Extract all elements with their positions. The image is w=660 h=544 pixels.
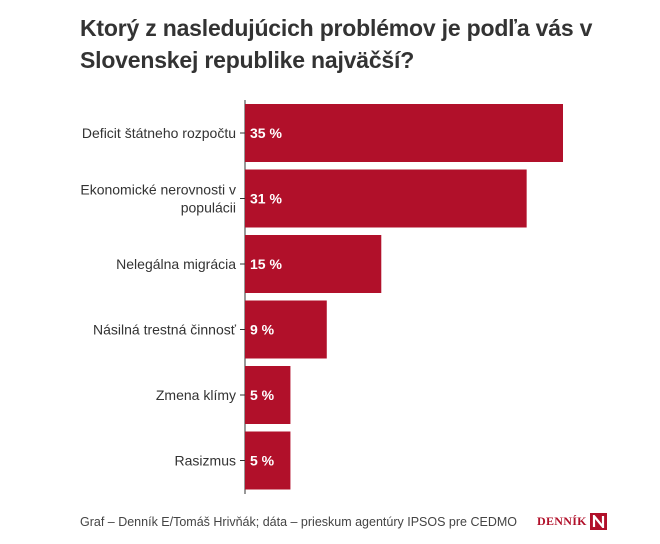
source-note: Graf – Denník E/Tomáš Hrivňák; dáta – pr… bbox=[80, 515, 517, 529]
category-label: Rasizmus bbox=[175, 453, 236, 469]
bar bbox=[245, 300, 327, 359]
category-label-line: Ekonomické nerovnosti v bbox=[80, 182, 236, 198]
category-label-line: Zmena klímy bbox=[156, 387, 236, 403]
data-label: 5 % bbox=[250, 453, 275, 469]
bar bbox=[245, 104, 563, 162]
bar-group: 35 % Deficit štátneho rozpočtu bbox=[82, 104, 563, 162]
category-label: Ekonomické nerovnosti v populácii bbox=[80, 182, 236, 216]
category-label: Deficit štátneho rozpočtu bbox=[82, 125, 236, 141]
n-logo-icon bbox=[589, 513, 607, 530]
category-label-line: populácii bbox=[181, 200, 236, 216]
bar bbox=[245, 235, 382, 293]
bar bbox=[245, 366, 291, 424]
bar-group: 5 % Zmena klímy bbox=[156, 366, 291, 424]
category-label-line: Nelegálna migrácia bbox=[116, 256, 236, 272]
data-label: 9 % bbox=[250, 322, 275, 338]
bar-group: 5 % Rasizmus bbox=[175, 431, 291, 490]
category-label-line: Násilná trestná činnosť bbox=[93, 322, 237, 338]
chart-title: Ktorý z nasledujúcich problémov je podľa… bbox=[80, 15, 593, 73]
data-label: 35 % bbox=[250, 125, 282, 141]
bar bbox=[245, 431, 291, 490]
data-label: 5 % bbox=[250, 387, 275, 403]
category-label: Zmena klímy bbox=[156, 387, 236, 403]
bar-group: 31 % Ekonomické nerovnosti v populácii bbox=[80, 169, 527, 228]
data-label: 31 % bbox=[250, 191, 282, 207]
bar bbox=[245, 169, 527, 228]
category-label-line: Deficit štátneho rozpočtu bbox=[82, 125, 236, 141]
category-label: Násilná trestná činnosť bbox=[93, 322, 237, 338]
dennik-n-logo: DENNÍK bbox=[537, 513, 607, 530]
bar-group: 9 % Násilná trestná činnosť bbox=[93, 300, 327, 359]
category-label: Nelegálna migrácia bbox=[116, 256, 236, 272]
data-label: 15 % bbox=[250, 256, 282, 272]
bar-group: 15 % Nelegálna migrácia bbox=[116, 235, 382, 293]
category-label-line: Rasizmus bbox=[175, 453, 236, 469]
logo-wordmark: DENNÍK bbox=[537, 514, 587, 528]
